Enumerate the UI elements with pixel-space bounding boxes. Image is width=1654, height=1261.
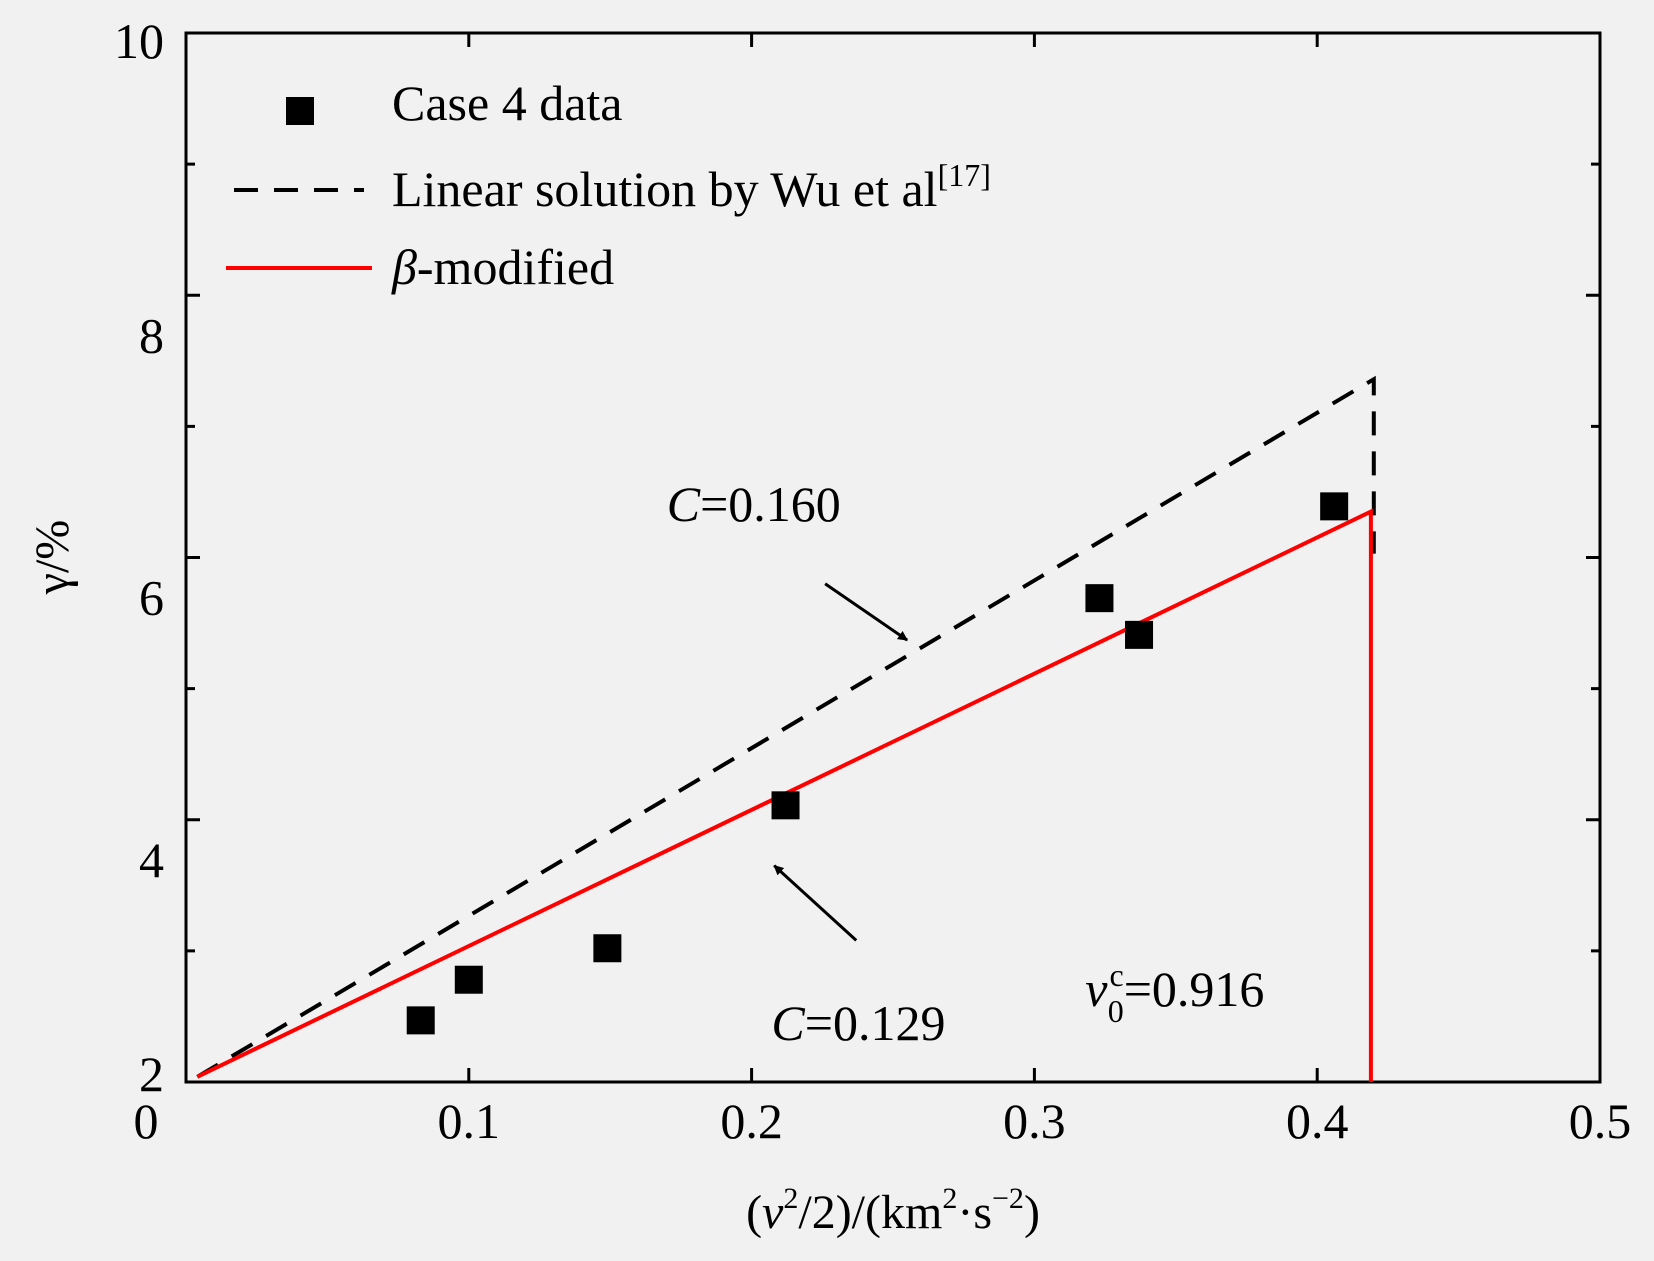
x-axis-title: (v2/2)/(km2·s−2) <box>746 1182 1040 1239</box>
series-line-linear <box>196 375 1376 1079</box>
legend-label-linear: Linear solution by Wu et al[17] <box>392 157 991 217</box>
legend-label-case4: Case 4 data <box>392 75 622 131</box>
x-tick-label: 0.3 <box>1003 1093 1066 1149</box>
annotation-c-160: C=0.160 <box>667 476 841 532</box>
x-tick-label: 0.5 <box>1569 1093 1632 1149</box>
legend: Case 4 data Linear solution by Wu et al[… <box>226 75 991 295</box>
x-tick-label: 0.1 <box>438 1093 501 1149</box>
x-tick-labels: 0 0.1 0.2 0.3 0.4 0.5 <box>134 1093 1632 1149</box>
series-line-beta-modified <box>196 508 1373 1082</box>
y-tick-label: 6 <box>139 570 164 626</box>
y-tick-label: 4 <box>139 832 164 888</box>
data-point <box>454 965 483 994</box>
series-lines <box>196 375 1376 1082</box>
data-point <box>406 1006 435 1035</box>
y-tick-label: 2 <box>139 1046 164 1102</box>
data-points <box>406 492 1349 1035</box>
legend-marker-case4 <box>286 97 314 125</box>
y-tick-marks <box>186 31 1600 1084</box>
data-point <box>593 934 622 963</box>
annotation-c-129: C=0.129 <box>771 995 945 1051</box>
legend-label-beta: β-modified <box>391 239 614 295</box>
data-point <box>1320 492 1349 521</box>
annotation-arrows <box>773 582 908 942</box>
y-tick-label: 10 <box>114 13 164 69</box>
x-tick-label: 0.4 <box>1286 1093 1349 1149</box>
annotation-critical-velocity: vc 0=0.916 <box>1085 957 1264 1029</box>
data-point <box>1125 620 1154 649</box>
x-tick-label: 0.2 <box>720 1093 783 1149</box>
data-point <box>771 791 800 820</box>
x-tick-label: 0 <box>134 1093 159 1149</box>
x-tick-marks <box>184 33 1602 1082</box>
data-point <box>1085 584 1114 613</box>
y-axis-title: γ/% <box>26 520 79 596</box>
annotation-arrow <box>773 864 858 942</box>
y-tick-label: 8 <box>139 307 164 363</box>
annotation-arrow <box>824 582 908 642</box>
y-tick-labels: 2 4 6 8 10 <box>114 13 164 1102</box>
